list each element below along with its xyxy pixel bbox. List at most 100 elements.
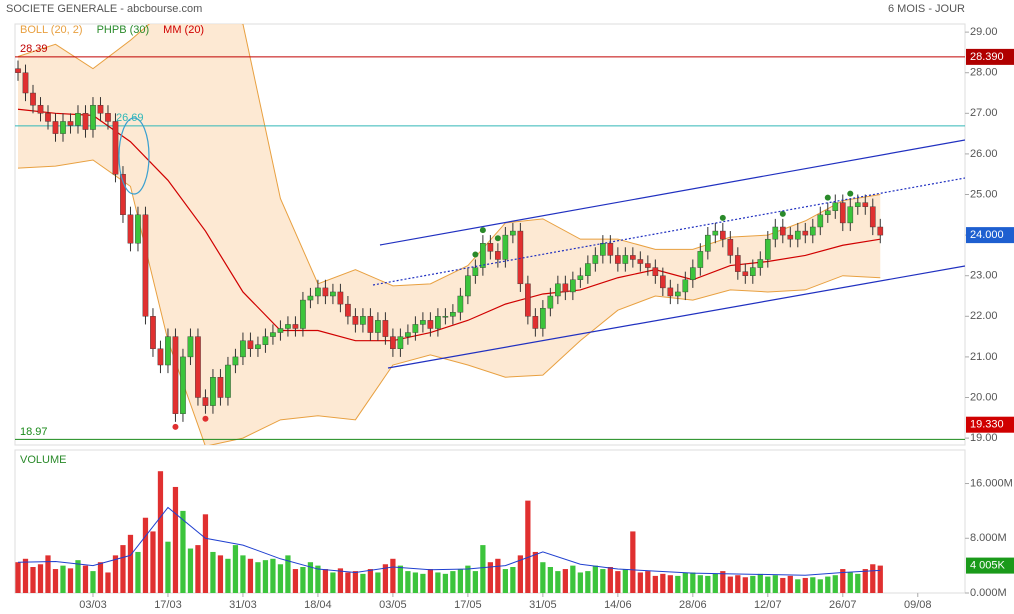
- volume-bar: [825, 576, 831, 593]
- price-tag-label: 28.390: [970, 51, 1004, 63]
- candle-body: [165, 336, 171, 366]
- volume-bar: [435, 572, 441, 593]
- volume-bar: [142, 517, 149, 593]
- candle-body: [105, 113, 111, 122]
- volume-bar: [210, 551, 216, 593]
- candle-body: [427, 320, 434, 329]
- candle-body: [352, 316, 359, 325]
- candle-body: [202, 397, 209, 406]
- volume-bar: [180, 510, 186, 593]
- volume-layer: [15, 471, 883, 593]
- volume-bar: [735, 575, 741, 593]
- volume-bar: [405, 571, 411, 593]
- volume-bar: [135, 551, 141, 593]
- annotation-ellipse: [118, 117, 150, 195]
- volume-bar: [742, 577, 748, 593]
- candle-body: [660, 275, 666, 289]
- candle-body: [420, 320, 426, 325]
- candle-body: [450, 312, 456, 317]
- x-tick-label: 09/08: [904, 599, 932, 611]
- pivot-high: [472, 251, 479, 258]
- candle-body: [30, 92, 36, 106]
- trend-line: [379, 139, 965, 246]
- candle-body: [255, 344, 261, 349]
- candle-body: [472, 267, 479, 276]
- volume-bar: [562, 569, 568, 593]
- volume-bar: [352, 571, 359, 593]
- volume-bar: [397, 565, 404, 593]
- price-tag: [966, 48, 1014, 65]
- candle-body: [22, 72, 29, 94]
- volume-bar: [780, 577, 786, 593]
- legend-entry: BOLL (20, 2): [20, 24, 83, 36]
- candle-body: [247, 340, 254, 349]
- volume-bar: [570, 565, 576, 593]
- candle-body: [495, 251, 501, 260]
- candle-body: [734, 255, 741, 272]
- volume-bar: [585, 571, 591, 593]
- volume-bar: [232, 545, 239, 593]
- y-tick-label: 28.00: [970, 67, 998, 79]
- y-tick-label: 23.00: [970, 270, 998, 282]
- volume-bar: [465, 565, 471, 593]
- price-frame: [14, 23, 966, 446]
- volume-bar: [172, 486, 179, 593]
- volume-bar: [240, 555, 246, 593]
- candle-body: [480, 243, 486, 268]
- volume-bar: [660, 573, 666, 593]
- pivot-low: [202, 415, 209, 422]
- volume-bar: [60, 565, 66, 593]
- volume-bar: [322, 569, 329, 593]
- candle-body: [337, 291, 344, 305]
- volume-bar: [472, 571, 479, 593]
- volume-bar: [622, 569, 628, 593]
- y-tick-label: 29.00: [970, 26, 998, 38]
- candle-body: [412, 324, 419, 333]
- chart-title: SOCIETE GENERALE - abcbourse.com: [6, 3, 202, 15]
- volume-bar: [765, 576, 771, 593]
- volume-bar: [840, 569, 846, 593]
- volume-bar: [22, 558, 29, 593]
- pivot-high: [847, 190, 854, 197]
- candle-body: [240, 340, 246, 358]
- candle-body: [330, 291, 336, 297]
- volume-bar: [315, 565, 321, 593]
- legend-entry: PHPB (30): [97, 24, 150, 36]
- volume-bar: [862, 569, 868, 593]
- level-label: 26.69: [116, 112, 144, 124]
- volume-bar: [367, 569, 374, 593]
- volume-bar: [277, 564, 284, 593]
- volume-bar: [787, 575, 793, 593]
- candle-body: [375, 320, 381, 333]
- level-label: 18.97: [20, 426, 48, 438]
- candle-body: [390, 336, 396, 349]
- volume-bar: [667, 575, 673, 593]
- v-tick-label: 16.000M: [970, 477, 1013, 489]
- drawings: [118, 117, 965, 369]
- candle-body: [97, 104, 104, 114]
- volume-bar: [217, 555, 224, 593]
- volume-title: VOLUME: [20, 454, 66, 466]
- candle-body: [52, 121, 59, 134]
- volume-bar: [165, 541, 171, 593]
- candle-body: [794, 230, 801, 240]
- candle-body: [285, 324, 291, 329]
- candle-body: [300, 299, 306, 329]
- candle-body: [157, 348, 164, 366]
- candle-body: [607, 243, 614, 256]
- x-tick-label: 31/03: [229, 599, 257, 611]
- price-tag: [966, 227, 1014, 244]
- volume-bar: [802, 577, 808, 593]
- bollinger-lower: [17, 159, 881, 445]
- candle-body: [60, 121, 66, 134]
- candle-body: [75, 113, 81, 126]
- candle-body: [704, 234, 711, 252]
- volume-bar: [877, 565, 883, 593]
- candle-body: [465, 275, 471, 297]
- volume-bar: [847, 572, 853, 593]
- candle-body: [854, 202, 861, 207]
- candle-body: [217, 377, 224, 398]
- candle-body: [382, 320, 389, 337]
- volume-bar: [637, 572, 643, 593]
- candle-body: [270, 332, 276, 337]
